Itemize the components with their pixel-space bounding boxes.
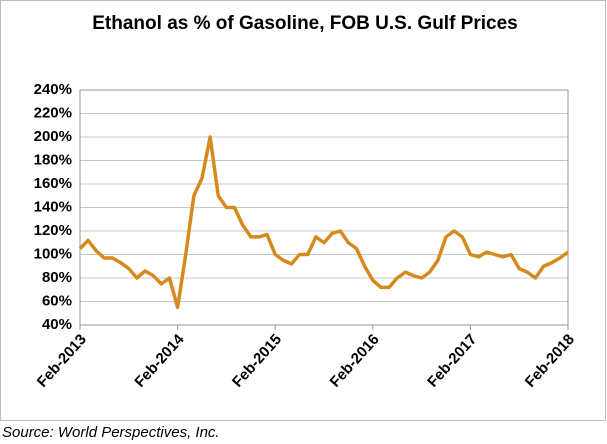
line-series [78,135,570,310]
x-tick-label: Feb-2017 [424,331,480,391]
x-tick-label: Feb-2013 [34,331,90,391]
y-tick-label: 200% [34,128,72,145]
y-tick-label: 240% [34,81,72,98]
x-tick-label: Feb-2016 [327,331,383,391]
x-tick-label: Feb-2015 [229,331,285,391]
y-tick-label: 180% [34,151,72,168]
source-note: Source: World Perspectives, Inc. [2,424,220,441]
plot-area [79,89,569,326]
chart-border [0,0,606,421]
x-tick-label: Feb-2014 [131,330,188,390]
x-tick-label: Feb-2018 [522,331,578,391]
y-tick-label: 160% [34,175,72,192]
y-tick-label: 60% [42,292,72,309]
chart-title: Ethanol as % of Gasoline, FOB U.S. Gulf … [92,13,518,34]
y-tick-label: 140% [34,198,72,215]
y-tick-label: 40% [42,316,72,333]
y-tick-label: 220% [34,104,72,121]
y-tick-label: 120% [34,222,72,239]
y-tick-label: 80% [42,269,72,286]
y-tick-label: 100% [34,245,72,262]
